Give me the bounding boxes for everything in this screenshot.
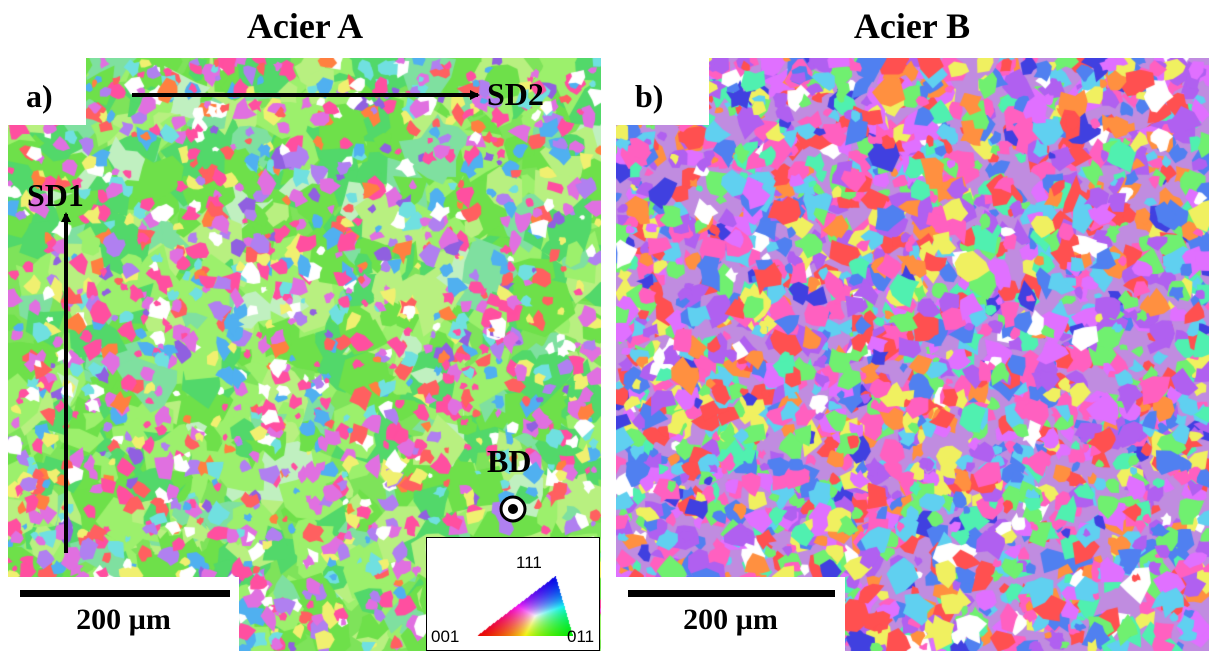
panel-b-title: Acier B: [853, 6, 971, 46]
panel-a-corner-notch: [8, 58, 86, 125]
scale-bar-a-line: [20, 590, 230, 597]
ebsd-map-panel-b: [616, 58, 1209, 651]
scale-bar-b: 200 µm: [616, 577, 845, 651]
ipf-color-legend: 111 001 011: [426, 537, 600, 651]
legend-011-label: 011: [567, 627, 595, 646]
panel-b-label: b): [635, 78, 664, 114]
bd-label: BD: [487, 443, 532, 479]
panel-b-corner-notch: [616, 58, 709, 125]
scale-bar-a: 200 µm: [8, 577, 239, 651]
panel-a-label: a): [26, 78, 53, 114]
scale-bar-b-text: 200 µm: [683, 603, 778, 636]
ebsd-orientation-map-b: [616, 58, 1209, 651]
sd2-label: SD2: [487, 76, 544, 112]
sd1-label: SD1: [27, 177, 84, 213]
bd-dot-icon: [508, 504, 518, 514]
scale-bar-a-text: 200 µm: [76, 603, 171, 636]
legend-111-label: 111: [516, 553, 542, 572]
legend-001-label: 001: [431, 627, 460, 646]
panel-a-title: Acier A: [246, 6, 364, 46]
scale-bar-b-line: [628, 590, 835, 597]
ipf-triangle: [477, 576, 573, 636]
